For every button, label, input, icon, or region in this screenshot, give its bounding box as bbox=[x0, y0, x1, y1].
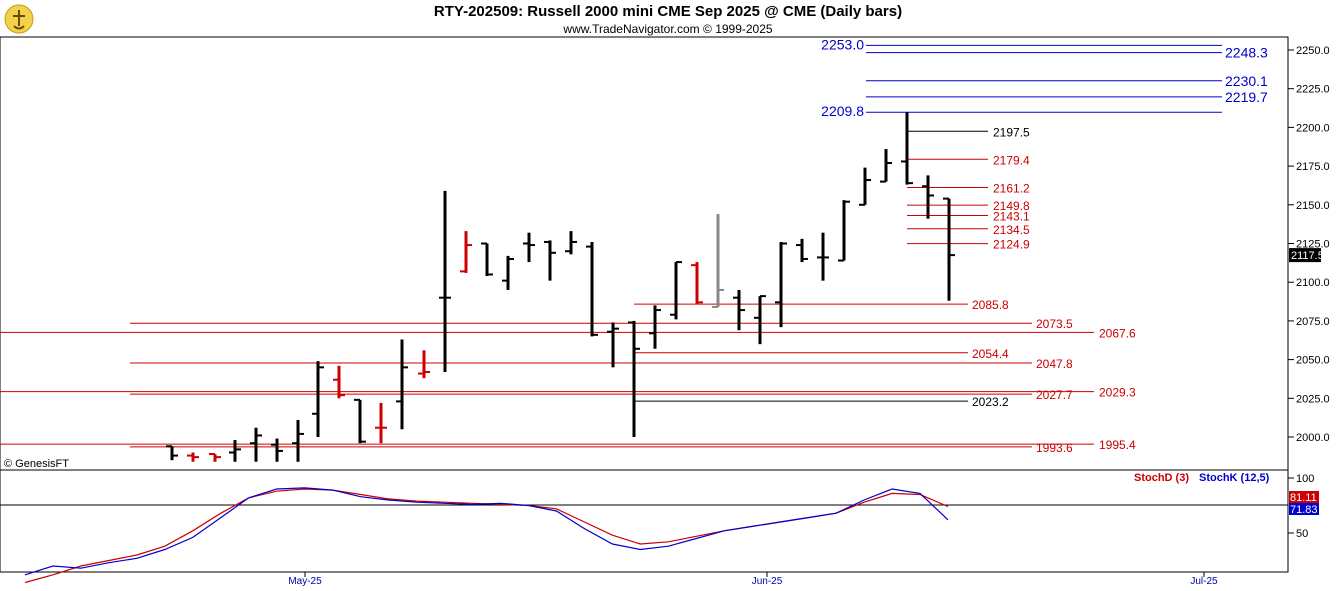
stoch-axis-label: 100 bbox=[1296, 473, 1314, 485]
stochk-last-label: 71.83 bbox=[1290, 504, 1318, 516]
stochk-legend: StochK (12,5) bbox=[1199, 472, 1270, 484]
level-label: 2143.1 bbox=[993, 209, 1030, 223]
level-label: 2029.3 bbox=[1099, 386, 1136, 400]
price-axis-label: 2175.0 bbox=[1296, 161, 1330, 173]
price-axis-label: 2050.0 bbox=[1296, 355, 1330, 367]
price-axis-label: 2125.0 bbox=[1296, 239, 1330, 251]
stochd-legend: StochD (3) bbox=[1134, 472, 1189, 484]
stochd-last-label: 81.11 bbox=[1290, 492, 1317, 504]
price-axis-label: 2200.0 bbox=[1296, 122, 1330, 134]
price-axis-label: 2250.0 bbox=[1296, 45, 1330, 57]
level-label: 2219.7 bbox=[1225, 89, 1268, 105]
level-label: 1993.6 bbox=[1036, 441, 1073, 455]
level-label: 2023.2 bbox=[972, 395, 1009, 409]
level-label: 2054.4 bbox=[972, 347, 1009, 361]
level-label: 2248.3 bbox=[1225, 45, 1268, 61]
price-axis-label: 2000.0 bbox=[1296, 432, 1330, 444]
stochk-last-box bbox=[1289, 503, 1319, 515]
stoch-axis-label: 50 bbox=[1296, 528, 1308, 540]
chart-title: RTY-202509: Russell 2000 mini CME Sep 20… bbox=[433, 3, 903, 20]
price-panel-frame bbox=[0, 36, 1289, 471]
tradenavigator-logo-icon bbox=[4, 4, 34, 34]
level-label: 2067.6 bbox=[1099, 326, 1136, 340]
stochk-line bbox=[24, 487, 949, 576]
level-label: 2149.8 bbox=[993, 199, 1030, 213]
level-label: 2085.8 bbox=[972, 298, 1009, 312]
level-label: 2230.1 bbox=[1225, 73, 1268, 89]
level-label: 2047.8 bbox=[1036, 357, 1073, 371]
level-label: 2134.5 bbox=[993, 223, 1030, 237]
level-label: 2179.4 bbox=[993, 153, 1030, 167]
x-axis-label: Jun-25 bbox=[752, 576, 783, 587]
level-label: 2073.5 bbox=[1036, 317, 1073, 331]
price-axis-label: 2225.0 bbox=[1296, 84, 1330, 96]
genesis-credit: © GenesisFT bbox=[4, 458, 69, 470]
last-price-box bbox=[1289, 248, 1321, 263]
price-axis-label: 2150.0 bbox=[1296, 200, 1330, 212]
last-price-label: 2117.5 bbox=[1291, 250, 1324, 262]
level-label: 2209.8 bbox=[821, 103, 864, 119]
level-label: 2027.7 bbox=[1036, 388, 1073, 402]
level-label: 2124.9 bbox=[993, 238, 1030, 252]
stochd-last-box bbox=[1289, 491, 1319, 503]
price-axis-label: 2100.0 bbox=[1296, 277, 1330, 289]
x-axis-label: May-25 bbox=[288, 576, 322, 587]
level-label: 2161.2 bbox=[993, 181, 1030, 195]
x-axis-label: Jul-25 bbox=[1190, 576, 1218, 587]
stochd-line bbox=[24, 488, 949, 584]
level-label: 2253.0 bbox=[821, 36, 864, 52]
level-label: 1995.4 bbox=[1099, 438, 1136, 452]
price-axis-label: 2025.0 bbox=[1296, 393, 1330, 405]
stoch-panel-frame bbox=[0, 469, 1289, 573]
level-label: 2197.5 bbox=[993, 125, 1030, 139]
price-axis-label: 2075.0 bbox=[1296, 316, 1330, 328]
chart-subtitle: www.TradeNavigator.com © 1999-2025 bbox=[563, 22, 773, 36]
